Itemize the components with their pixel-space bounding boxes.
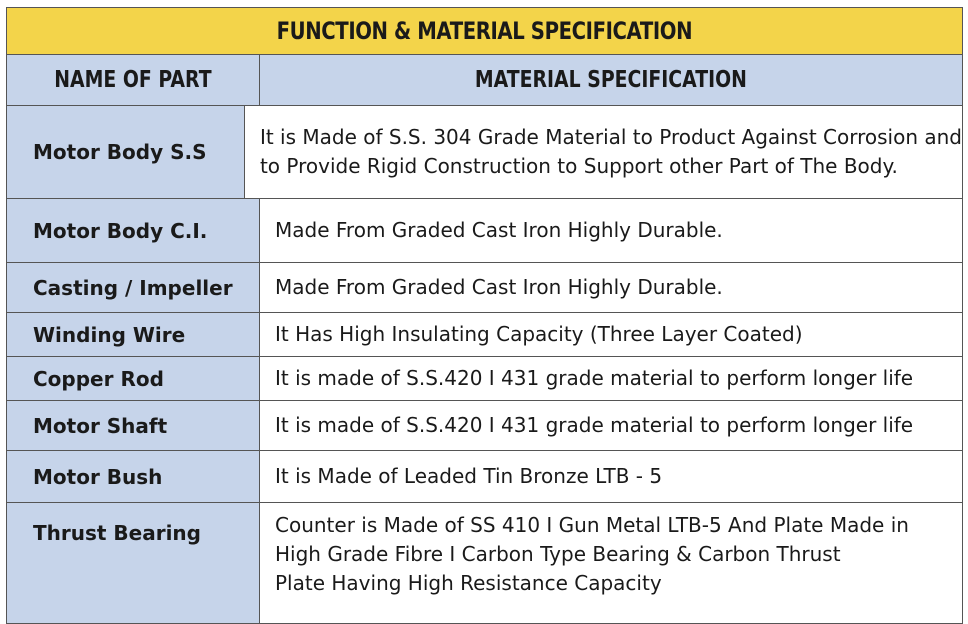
spec-line: It is Made of S.S. 304 Grade Material to… [259, 125, 962, 149]
header-material-specification: MATERIAL SPECIFICATION [260, 55, 962, 105]
spec-line: Counter is Made of SS 410 I Gun Metal LT… [275, 513, 909, 537]
spec-line: Plate Having High Resistance Capacity [275, 571, 662, 595]
material-spec-cell: Made From Graded Cast Iron Highly Durabl… [260, 263, 962, 312]
spec-text: Counter is Made of SS 410 I Gun Metal LT… [275, 511, 909, 598]
part-name-cell: Casting / Impeller [7, 263, 260, 312]
material-spec-cell: It is made of S.S.420 I 431 grade materi… [260, 401, 962, 450]
table-body: Motor Body S.S It is Made of S.S. 304 Gra… [7, 106, 962, 623]
header-spec-label: MATERIAL SPECIFICATION [474, 67, 748, 93]
material-spec-cell: Made From Graded Cast Iron Highly Durabl… [260, 199, 962, 262]
spec-text: Made From Graded Cast Iron Highly Durabl… [275, 273, 723, 302]
spec-text: It is Made of S.S. 304 Grade Material to… [260, 123, 962, 181]
material-spec-cell: It Has High Insulating Capacity (Three L… [260, 313, 962, 356]
spec-line: High Grade Fibre I Carbon Type Bearing &… [275, 542, 841, 566]
part-name-cell: Motor Shaft [7, 401, 260, 450]
table-row: Motor Shaft It is made of S.S.420 I 431 g… [7, 401, 962, 451]
part-name-cell: Motor Body C.I. [7, 199, 260, 262]
table-row: Copper Rod It is made of S.S.420 I 431 gr… [7, 357, 962, 401]
spec-text: It is Made of Leaded Tin Bronze LTB - 5 [275, 462, 662, 491]
spec-line: Made From Graded Cast Iron Highly Durabl… [275, 275, 723, 299]
header-name-label: NAME OF PART [54, 67, 212, 93]
material-spec-cell: Counter is Made of SS 410 I Gun Metal LT… [260, 503, 962, 623]
table-row: Winding Wire It Has High Insulating Capac… [7, 313, 962, 357]
spec-text: It Has High Insulating Capacity (Three L… [275, 320, 803, 349]
part-name-cell: Copper Rod [7, 357, 260, 400]
material-spec-cell: It is Made of Leaded Tin Bronze LTB - 5 [260, 451, 962, 502]
specification-table: FUNCTION & MATERIAL SPECIFICATION NAME O… [6, 7, 963, 624]
table-title: FUNCTION & MATERIAL SPECIFICATION [7, 8, 962, 55]
spec-text: Made From Graded Cast Iron Highly Durabl… [275, 216, 723, 245]
spec-text: It is made of S.S.420 I 431 grade materi… [275, 411, 913, 440]
spec-line: Made From Graded Cast Iron Highly Durabl… [275, 218, 723, 242]
table-row: Motor Bush It is Made of Leaded Tin Bronz… [7, 451, 962, 503]
spec-text: It is made of S.S.420 I 431 grade materi… [275, 364, 913, 393]
part-name-cell: Thrust Bearing [7, 503, 260, 623]
table-row: Thrust Bearing Counter is Made of SS 410 … [7, 503, 962, 623]
table-title-text: FUNCTION & MATERIAL SPECIFICATION [276, 17, 693, 45]
part-name-cell: Motor Bush [7, 451, 260, 502]
table-row: Casting / Impeller Made From Graded Cast … [7, 263, 962, 313]
spec-line: It is Made of Leaded Tin Bronze LTB - 5 [275, 464, 663, 488]
spec-line: It is made of S.S.420 I 431 grade materi… [275, 413, 914, 437]
table-row: Motor Body C.I. Made From Graded Cast Ir… [7, 199, 962, 263]
header-row: NAME OF PART MATERIAL SPECIFICATION [7, 55, 962, 106]
spec-line: It is made of S.S.420 I 431 grade materi… [275, 366, 914, 390]
part-name-cell: Winding Wire [7, 313, 260, 356]
material-spec-cell: It is made of S.S.420 I 431 grade materi… [260, 357, 962, 400]
material-spec-cell: It is Made of S.S. 304 Grade Material to… [244, 106, 962, 198]
spec-line: It Has High Insulating Capacity (Three L… [275, 322, 803, 346]
spec-line: to Provide Rigid Construction to Support… [259, 154, 898, 178]
table-row: Motor Body S.S It is Made of S.S. 304 Gra… [7, 106, 962, 199]
part-name-cell: Motor Body S.S [7, 106, 245, 198]
header-name-of-part: NAME OF PART [7, 55, 260, 105]
